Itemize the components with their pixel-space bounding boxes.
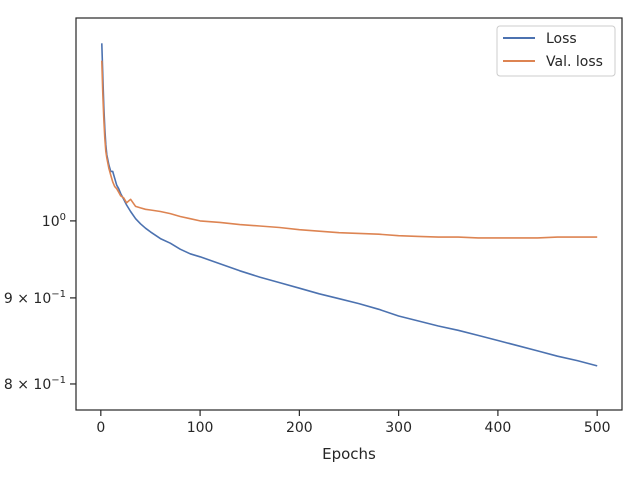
x-tick-label: 300	[385, 420, 412, 436]
x-axis-label: Epochs	[322, 445, 376, 463]
legend-label-val-loss: Val. loss	[546, 54, 603, 70]
x-tick-label: 400	[485, 420, 512, 436]
x-axis-ticks: 0 100 200 300 400 500	[96, 410, 611, 436]
series-line-loss	[101, 43, 598, 367]
y-tick-label: 8 × 10−1	[4, 375, 66, 393]
y-axis-ticks: 100 9 × 10−1 8 × 10−1	[4, 212, 76, 393]
x-tick-label: 200	[286, 420, 313, 436]
x-tick-label: 100	[187, 420, 214, 436]
x-tick-label: 0	[96, 420, 105, 436]
y-tick-label: 9 × 10−1	[4, 289, 66, 307]
plot-area	[75, 17, 623, 411]
series-layer	[101, 43, 598, 367]
y-tick-label: 100	[42, 212, 66, 230]
series-line-val-loss	[101, 60, 598, 239]
legend-label-loss: Loss	[546, 31, 577, 47]
legend: Loss Val. loss	[496, 25, 616, 77]
x-tick-label: 500	[584, 420, 611, 436]
